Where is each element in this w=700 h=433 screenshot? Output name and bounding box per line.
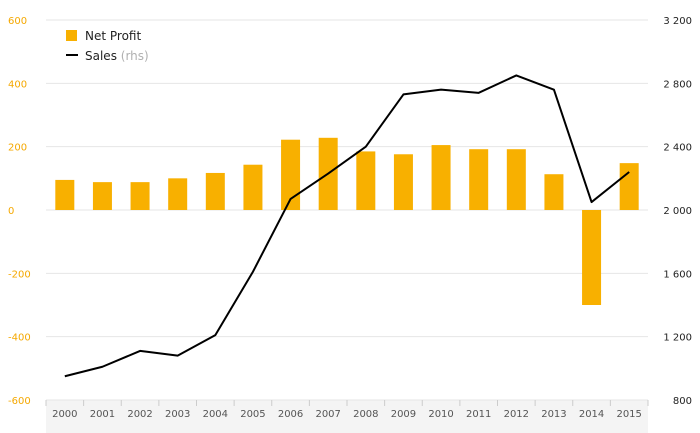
net-profit-bar xyxy=(130,182,150,210)
legend-label-net-profit: Net Profit xyxy=(85,29,141,43)
net-profit-bar xyxy=(619,163,639,210)
right-tick-label: 1 600 xyxy=(663,269,692,280)
x-tick-label: 2007 xyxy=(315,409,340,420)
x-tick-label: 2014 xyxy=(579,409,604,420)
legend-swatch-net-profit xyxy=(66,30,77,41)
net-profit-bar xyxy=(582,210,602,305)
right-tick-label: 2 400 xyxy=(663,143,692,154)
x-tick-label: 2006 xyxy=(278,409,303,420)
x-tick-label: 2015 xyxy=(616,409,641,420)
x-tick-label: 2000 xyxy=(52,409,77,420)
right-tick-label: 3 200 xyxy=(663,16,692,27)
right-tick-label: 800 xyxy=(673,396,692,407)
x-tick-label: 2003 xyxy=(165,409,190,420)
left-tick-label: 0 xyxy=(8,206,14,217)
x-tick-label: 2010 xyxy=(428,409,453,420)
net-profit-bar xyxy=(544,174,564,210)
net-profit-bar xyxy=(243,164,263,210)
right-tick-label: 1 200 xyxy=(663,333,692,344)
legend-label-sales-name: Sales xyxy=(85,49,117,63)
left-tick-label: 400 xyxy=(8,79,27,90)
x-tick-label: 2005 xyxy=(240,409,265,420)
net-profit-bar xyxy=(168,178,188,210)
legend-label-sales: Sales (rhs) xyxy=(85,49,149,63)
sales-line-layer xyxy=(64,74,630,378)
x-axis-ticks: 2000 2001 2002 2003 2004 2005 2006 2007 2008 2009… xyxy=(45,400,649,420)
net-profit-bar xyxy=(92,182,112,210)
left-tick-label: -600 xyxy=(8,396,31,407)
right-axis-ticks: 3 200 2 800 2 400 2 000 1 600 1 200 800 xyxy=(663,16,692,407)
net-profit-bar xyxy=(506,149,526,210)
x-tick-label: 2013 xyxy=(541,409,566,420)
net-profit-bar xyxy=(469,149,489,210)
net-profit-bars xyxy=(55,137,639,305)
net-profit-bar xyxy=(431,145,451,210)
x-tick-label: 2011 xyxy=(466,409,491,420)
net-profit-bar xyxy=(393,154,413,210)
left-axis-ticks: 600 400 200 0 -200 -400 -600 xyxy=(8,16,31,407)
legend: Net Profit Sales (rhs) xyxy=(66,29,149,63)
x-tick-label: 2001 xyxy=(90,409,115,420)
net-profit-bar xyxy=(356,151,376,210)
net-profit-bar xyxy=(205,172,225,210)
x-tick-label: 2002 xyxy=(127,409,152,420)
left-tick-label: 200 xyxy=(8,143,27,154)
legend-label-sales-suffix: (rhs) xyxy=(121,49,149,63)
x-tick-label: 2008 xyxy=(353,409,378,420)
left-tick-label: -200 xyxy=(8,269,31,280)
right-tick-label: 2 000 xyxy=(663,206,692,217)
x-tick-label: 2009 xyxy=(391,409,416,420)
sales-line xyxy=(64,74,630,378)
net-profit-bar xyxy=(281,139,301,210)
x-tick-label: 2004 xyxy=(203,409,228,420)
net-profit-bar xyxy=(55,179,75,210)
left-tick-label: 600 xyxy=(8,16,27,27)
right-tick-label: 2 800 xyxy=(663,79,692,90)
left-tick-label: -400 xyxy=(8,333,31,344)
x-tick-label: 2012 xyxy=(504,409,529,420)
